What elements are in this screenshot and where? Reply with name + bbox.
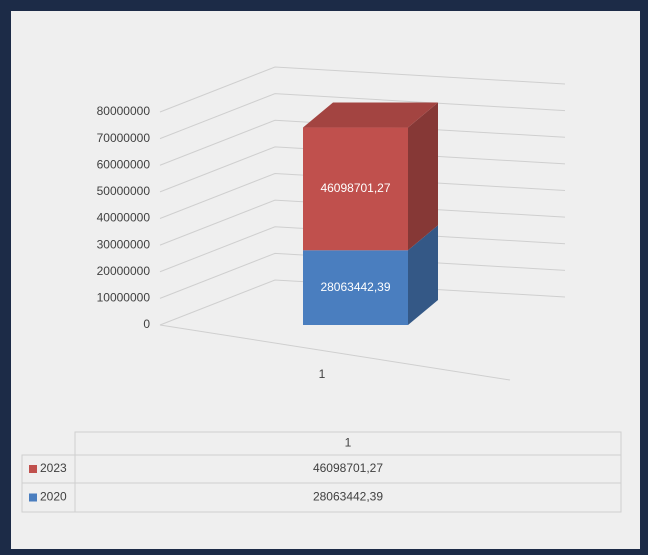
- x-tick-label: 1: [319, 367, 326, 381]
- bar: [303, 127, 408, 251]
- bar-side: [408, 102, 438, 251]
- grid-line: [159, 146, 566, 193]
- y-tick-label: 40000000: [97, 211, 151, 225]
- y-tick-label: 50000000: [97, 184, 151, 198]
- floor-edge: [159, 324, 511, 381]
- data-label: 46098701,27: [320, 181, 390, 195]
- y-tick-label: 20000000: [97, 264, 151, 278]
- grid-line: [159, 172, 566, 219]
- y-tick-label: 70000000: [97, 131, 151, 145]
- table-row: [21, 482, 622, 513]
- grid-line: [159, 119, 566, 166]
- legend-swatch: [29, 465, 37, 473]
- bar-side: [408, 225, 438, 325]
- legend-swatch: [29, 493, 37, 502]
- legend-label: 2020: [40, 490, 67, 504]
- table-header: 1: [345, 436, 352, 450]
- data-label: 28063442,39: [320, 280, 390, 294]
- grid-line: [159, 252, 566, 299]
- table-value: 28063442,39: [313, 490, 383, 504]
- grid-line: [159, 226, 566, 273]
- y-tick-label: 80000000: [97, 104, 151, 118]
- grid-line: [159, 279, 566, 326]
- bar-top: [303, 102, 438, 128]
- y-tick-label: 10000000: [97, 291, 151, 305]
- table-value: 46098701,27: [313, 461, 383, 475]
- legend-label: 2023: [40, 461, 67, 475]
- bar: [303, 250, 408, 325]
- y-tick-label: 0: [143, 317, 150, 331]
- grid-line: [159, 66, 566, 113]
- y-tick-label: 30000000: [97, 237, 151, 251]
- grid-line: [159, 93, 566, 140]
- y-tick-label: 60000000: [97, 157, 151, 171]
- grid-line: [159, 199, 566, 246]
